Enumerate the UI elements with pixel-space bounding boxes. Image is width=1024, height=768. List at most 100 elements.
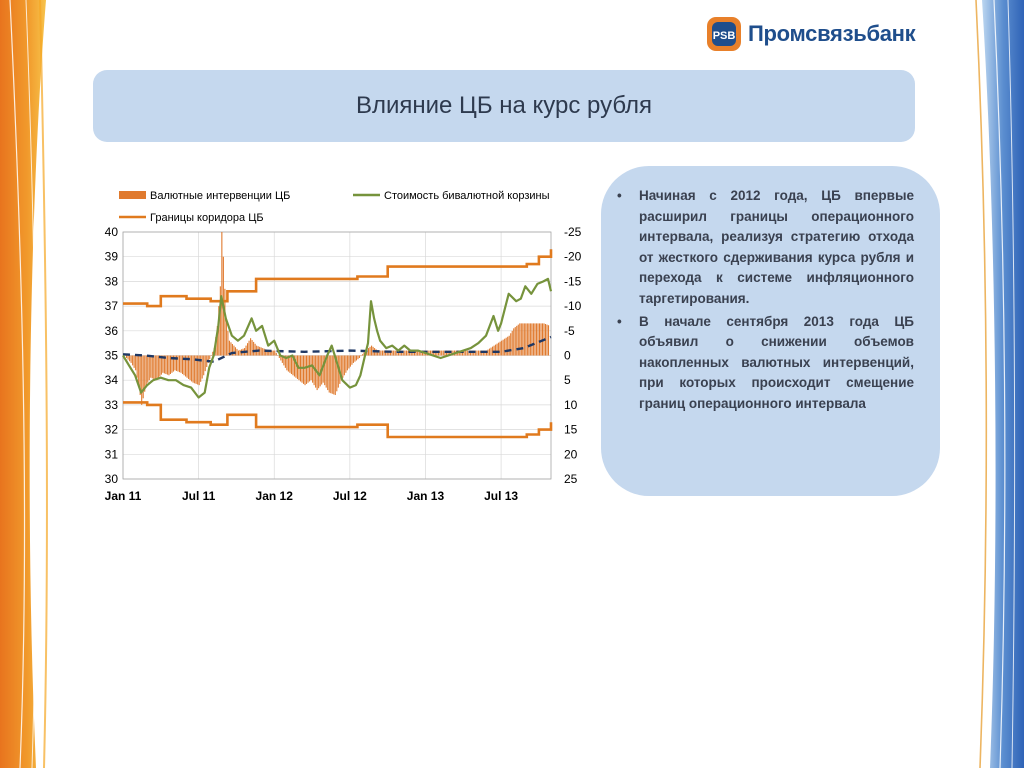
intervention-bar [209,355,211,360]
intervention-bar [380,350,382,356]
intervention-bar [310,355,312,381]
intervention-bar [358,355,361,358]
intervention-bar [517,324,519,356]
intervention-bar [129,355,131,362]
intervention-bar [507,336,509,356]
intervention-bar [207,355,209,363]
intervention-bar [225,320,227,356]
intervention-bar [271,350,273,356]
intervention-bar [355,355,358,361]
intervention-bar [396,350,398,356]
intervention-bar [160,355,162,375]
intervention-bar [295,355,297,378]
intervention-bar [471,350,473,356]
intervention-bar [325,355,327,388]
intervention-bar [305,355,308,384]
intervention-bar [275,353,277,356]
intervention-bar [145,355,147,386]
intervention-bar [488,348,491,356]
bullet-item: В начале сентября 2013 года ЦБ объявил о… [617,312,914,415]
intervention-bar [268,350,270,356]
intervention-bar [197,355,199,385]
intervention-bar [172,355,175,372]
bullet-list: Начиная с 2012 года, ЦБ впервые расширил… [617,186,914,415]
y-right-tick-label: -25 [564,225,582,239]
intervention-bar [126,355,128,358]
psb-logo-icon: PSB [707,17,741,51]
intervention-bar [333,355,335,395]
intervention-bar [228,340,230,356]
intervention-bar [169,355,171,375]
intervention-bar [346,355,348,371]
intervention-bar [135,355,137,371]
intervention-bar [192,355,194,383]
intervention-bar [469,350,472,356]
intervention-bar [231,343,233,356]
intervention-bar [290,355,292,375]
y-right-tick-label: 15 [564,423,578,437]
bank-logo: PSB Промсвязьбанк [706,14,916,54]
intervention-bar [393,350,395,356]
intervention-bar [156,355,158,381]
intervention-bar [301,355,303,383]
intervention-bar [139,355,141,396]
intervention-bar [445,350,448,356]
intervention-bar [195,355,197,384]
intervention-bar [163,355,165,374]
intervention-bar [502,339,504,356]
intervention-bar [532,323,534,356]
intervention-bar [272,350,274,356]
intervention-bar [429,350,432,356]
intervention-bar [468,350,470,356]
x-tick-label: Jul 12 [333,489,367,503]
intervention-bar [166,355,168,375]
intervention-bar [546,324,548,356]
intervention-bar [516,325,518,356]
intervention-bar [496,343,498,356]
intervention-bar [224,288,226,356]
intervention-bar [501,340,503,356]
intervention-bar [460,350,462,356]
intervention-bar [357,355,359,360]
x-tick-label: Jan 12 [256,489,294,503]
intervention-bar [441,350,443,356]
intervention-bar [410,350,412,356]
intervention-bar [508,335,510,356]
intervention-bar [174,355,176,371]
intervention-bar [216,325,218,356]
commentary-box: Начиная с 2012 года, ЦБ впервые расширил… [601,166,940,496]
intervention-bar [351,355,353,365]
y-left-tick-label: 30 [105,472,119,486]
intervention-bar [328,355,330,393]
y-right-tick-label: -15 [564,274,582,288]
intervention-bar [132,355,134,366]
logo-text: Промсвязьбанк [748,21,916,46]
intervention-bar [330,355,332,394]
intervention-bar [368,348,370,356]
intervention-bar [153,355,155,379]
intervention-bar [194,355,196,384]
intervention-bar [513,328,515,356]
y-left-tick-label: 38 [105,274,119,288]
y-left-tick-label: 35 [105,349,119,363]
intervention-bar [449,350,451,356]
legend-label: Границы коридора ЦБ [150,212,264,224]
intervention-bar [212,351,214,356]
intervention-bar [386,350,388,356]
intervention-bar [318,355,320,389]
intervention-bar [183,355,185,376]
intervention-bar [284,355,286,368]
left-decorative-stripes [0,0,48,768]
chart-legend: Валютные интервенции ЦБ Стоимость бивалют… [119,190,550,224]
intervention-bar [277,355,279,356]
intervention-bar [227,330,229,356]
y-left-tick-label: 31 [105,447,119,461]
intervention-bar [198,355,200,386]
intervention-bar [266,349,268,356]
y-right-tick-label: -10 [564,299,582,313]
intervention-bar [493,345,495,356]
intervention-bar [405,350,408,356]
intervention-bar [259,346,261,356]
intervention-bar [531,323,533,356]
intervention-bar [177,355,179,372]
